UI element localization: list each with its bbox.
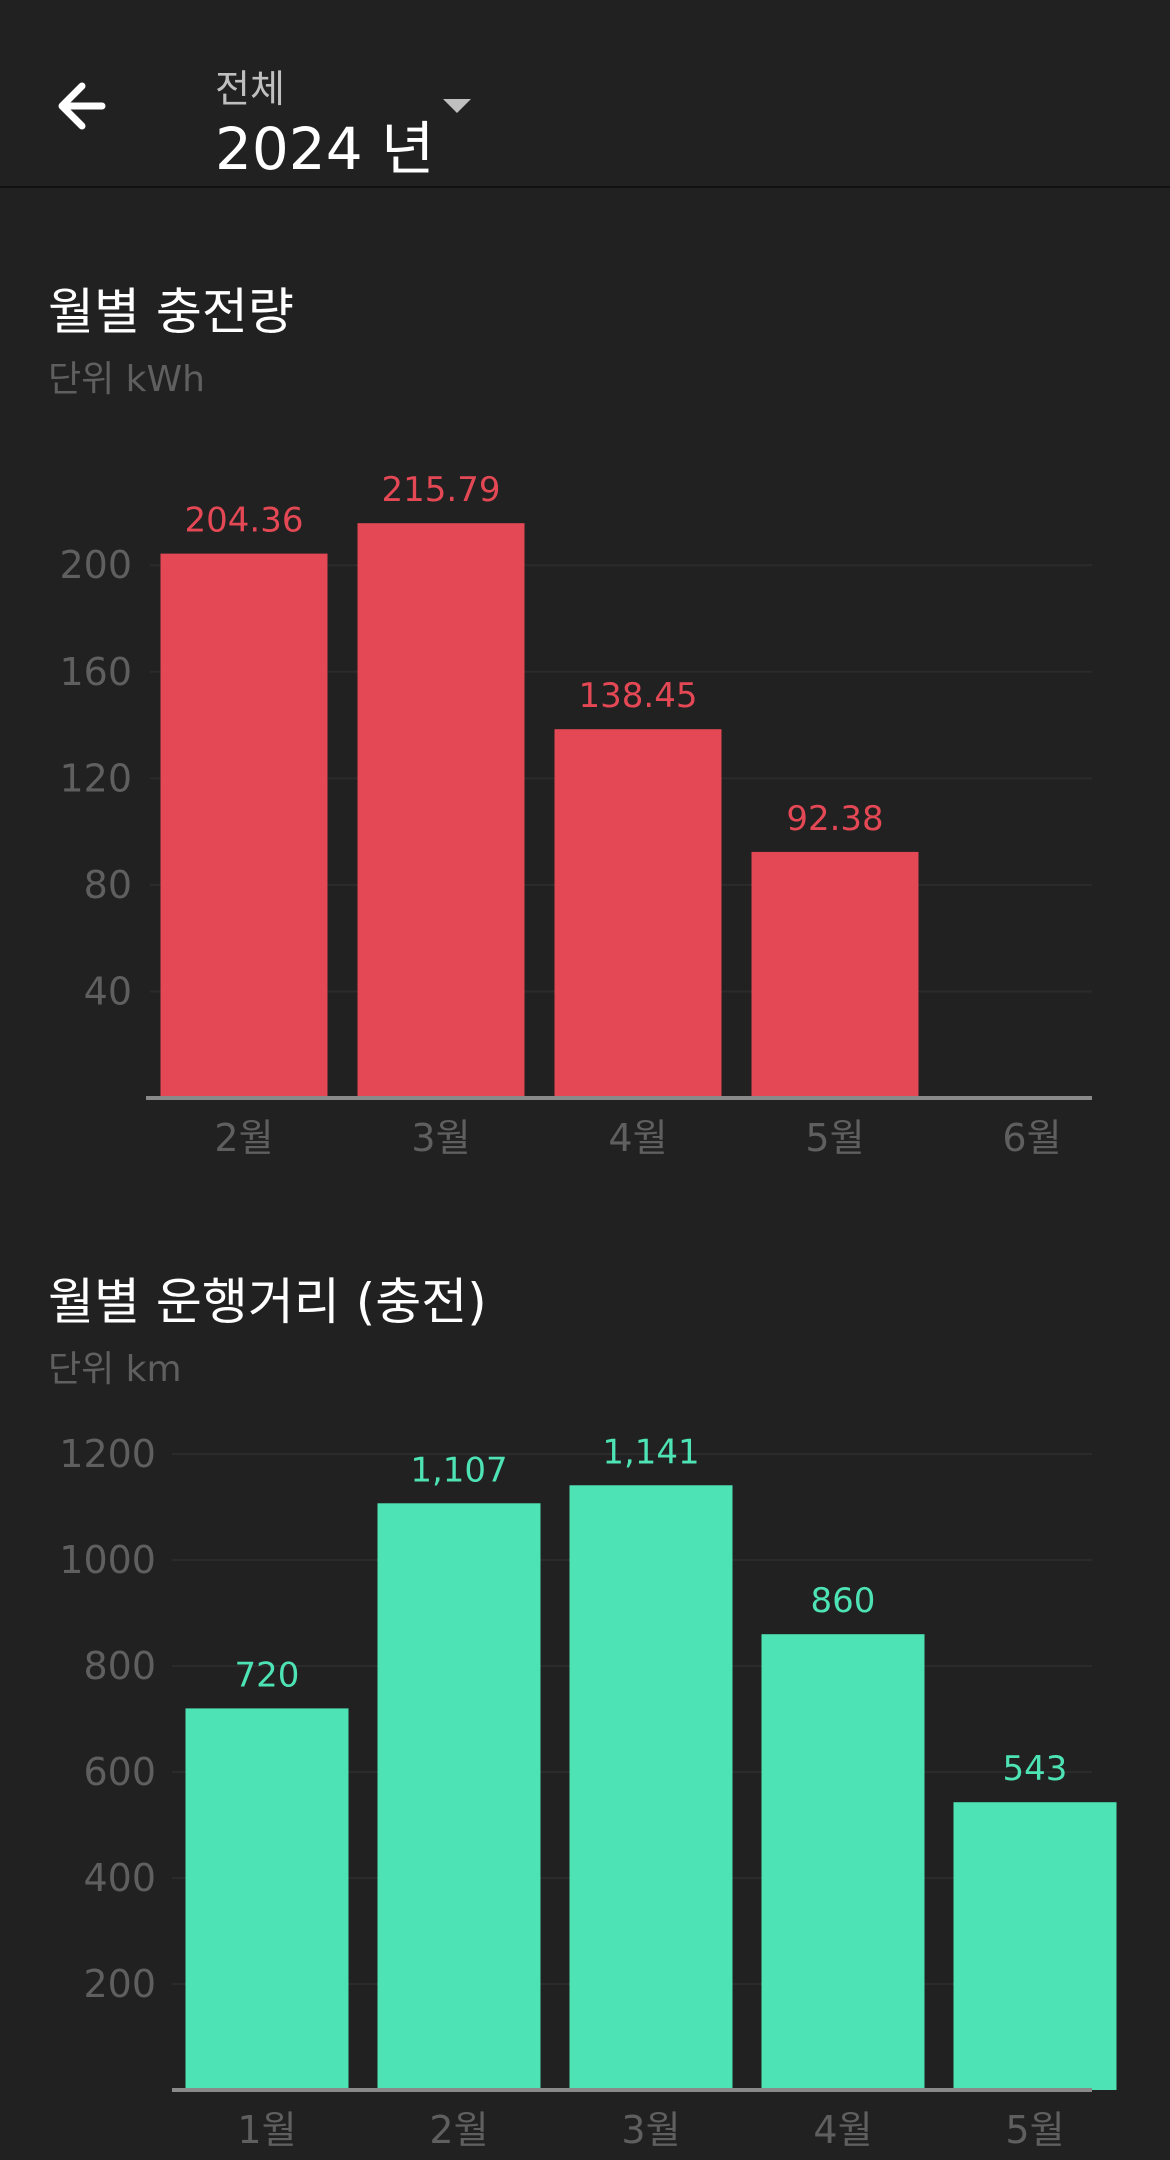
- y-tick-label: 120: [59, 756, 132, 800]
- x-category-label: 3월: [411, 1116, 470, 1160]
- period-scope-label: 전체: [215, 67, 285, 111]
- bar-1월[interactable]: [185, 1708, 349, 2090]
- y-tick-label: 400: [83, 1856, 156, 1900]
- distance-chart-title: 월별 운행거리 (충전): [48, 1273, 487, 1331]
- distance-bar-chart: 200 400 600 800 1000 1200 720 1월 1,107 2월 1,141 3월 8…: [59, 1432, 1117, 2152]
- x-category-label: 3월: [621, 2108, 680, 2152]
- y-tick-label: 800: [83, 1644, 156, 1688]
- y-tick-label: 1000: [59, 1538, 156, 1582]
- x-category-label: 5월: [805, 1116, 864, 1160]
- bar-value-label: 92.38: [786, 799, 883, 839]
- x-category-label: 6월: [1002, 1116, 1061, 1160]
- arrow-left-icon: [58, 82, 106, 130]
- bar-5월[interactable]: [953, 1802, 1117, 2090]
- x-category-label: 5월: [1005, 2108, 1064, 2152]
- y-tick-label: 200: [83, 1962, 156, 2006]
- y-tick-label: 1200: [59, 1432, 156, 1476]
- y-tick-label: 80: [84, 863, 132, 907]
- back-button[interactable]: [50, 70, 120, 140]
- bar-4월[interactable]: [761, 1634, 925, 2090]
- x-category-label: 4월: [813, 2108, 872, 2152]
- bar-2월[interactable]: [160, 553, 328, 1098]
- bar-value-label: 1,141: [602, 1432, 699, 1472]
- period-year-label: 2024 년: [215, 115, 435, 183]
- bar-4월[interactable]: [554, 729, 722, 1098]
- bar-value-label: 1,107: [410, 1450, 507, 1490]
- caret-down-icon: [443, 99, 471, 113]
- x-category-label: 4월: [608, 1116, 667, 1160]
- bar-value-label: 204.36: [185, 501, 304, 541]
- y-tick-label: 40: [84, 969, 132, 1013]
- period-selector[interactable]: 전체 2024 년: [215, 52, 495, 183]
- y-tick-label: 200: [59, 543, 132, 587]
- bar-5월[interactable]: [751, 851, 919, 1098]
- bar-2월[interactable]: [377, 1503, 541, 2090]
- bar-3월[interactable]: [357, 523, 525, 1098]
- bar-value-label: 215.79: [382, 470, 501, 510]
- charging-bar-chart: 40 80 120 160 200 204.36 2월 215.79 3월 138.45 4월 92.…: [59, 470, 1092, 1160]
- bar-value-label: 720: [235, 1655, 300, 1695]
- x-category-label: 2월: [429, 2108, 488, 2152]
- bar-value-label: 138.45: [579, 676, 698, 716]
- charging-chart-unit: 단위 kWh: [48, 359, 205, 400]
- distance-chart-unit: 단위 km: [48, 1349, 182, 1390]
- charging-chart-title: 월별 충전량: [48, 283, 294, 341]
- x-category-label: 2월: [214, 1116, 273, 1160]
- top-app-bar: 전체 2024 년: [0, 0, 1170, 188]
- y-tick-label: 600: [83, 1750, 156, 1794]
- y-tick-label: 160: [59, 650, 132, 694]
- bar-value-label: 543: [1003, 1749, 1068, 1789]
- bar-value-label: 860: [811, 1581, 876, 1621]
- x-category-label: 1월: [237, 2108, 296, 2152]
- bar-3월[interactable]: [569, 1485, 733, 2090]
